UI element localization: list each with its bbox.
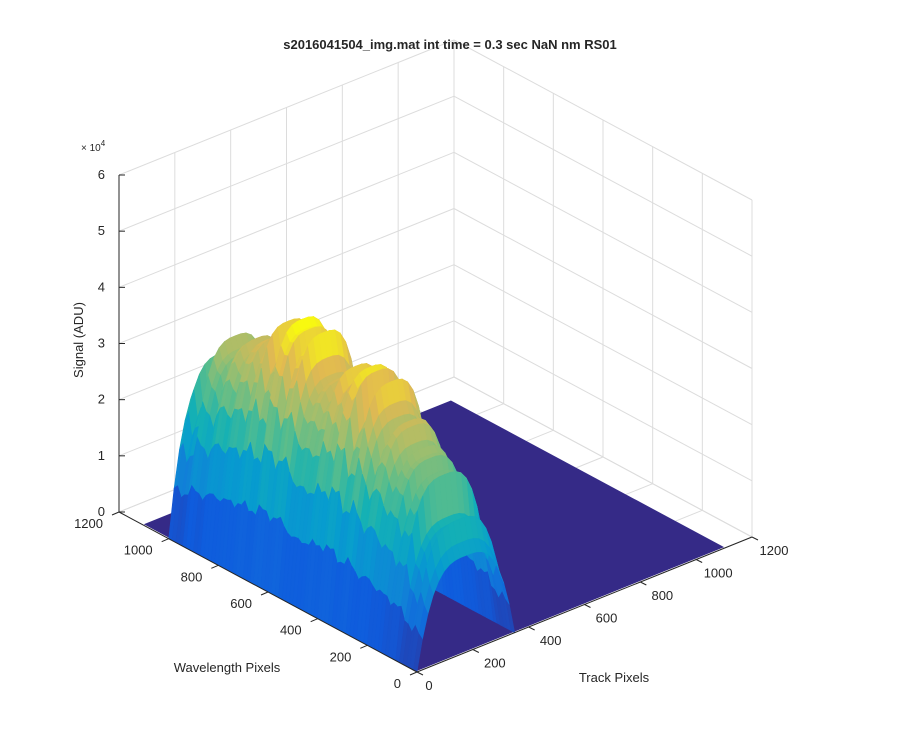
gridline [453, 95, 753, 257]
x-tick-label: 0 [425, 678, 432, 693]
x-axis-label: Track Pixels [579, 670, 650, 685]
x-tick-label: 200 [484, 656, 506, 671]
y-tick-label: 600 [230, 596, 252, 611]
gridline [453, 151, 753, 313]
y-tick-mark [260, 591, 269, 596]
x-tick-mark [416, 671, 424, 676]
z-tick-label: 1 [98, 448, 105, 463]
y-tick-mark [111, 511, 120, 516]
gridline [453, 320, 753, 482]
x-tick-mark [472, 649, 480, 653]
x-tick-label: 1200 [760, 543, 789, 558]
x-tick-mark [640, 581, 647, 586]
surface-plot [143, 315, 725, 673]
y-tick-mark [211, 564, 219, 569]
y-tick-mark [310, 618, 318, 623]
x-tick-mark [695, 559, 703, 563]
x-tick-mark [528, 626, 535, 631]
y-axis-label: Wavelength Pixels [174, 660, 281, 675]
z-tick-label: 2 [98, 392, 105, 407]
gridline [453, 39, 753, 201]
tick-labels: 0200400600800100012000200400600800100012… [74, 167, 788, 693]
chart-title: s2016041504_img.mat int time = 0.3 sec N… [283, 37, 617, 52]
z-tick-label: 0 [98, 504, 105, 519]
x-tick-mark [584, 604, 591, 608]
z-axis-label: Signal (ADU) [71, 302, 86, 378]
gridline [453, 264, 753, 426]
y-tick-mark [360, 644, 368, 649]
y-tick-label: 1000 [124, 543, 153, 558]
y-tick-label: 200 [330, 649, 352, 664]
gridline [118, 95, 455, 232]
x-tick-label: 400 [540, 633, 562, 648]
y-tick-label: 0 [394, 676, 401, 691]
y-tick-mark [409, 671, 418, 676]
y-tick-label: 1200 [74, 516, 103, 531]
z-tick-label: 5 [98, 223, 105, 238]
gridline [118, 39, 455, 176]
gridline [453, 208, 753, 369]
x-tick-label: 600 [596, 611, 618, 626]
y-tick-label: 400 [280, 623, 302, 638]
z-tick-label: 6 [98, 167, 105, 182]
z-tick-label: 4 [98, 279, 105, 294]
z-exponent-label: × 104 [81, 139, 106, 154]
y-tick-label: 800 [181, 569, 203, 584]
x-tick-label: 800 [651, 588, 673, 603]
z-tick-label: 3 [98, 336, 105, 351]
axes-lines [111, 174, 759, 676]
x-tick-label: 1000 [704, 566, 733, 581]
y-tick-mark [161, 538, 169, 543]
x-tick-mark [751, 536, 759, 541]
gridline [118, 151, 455, 288]
gridline [118, 208, 455, 344]
